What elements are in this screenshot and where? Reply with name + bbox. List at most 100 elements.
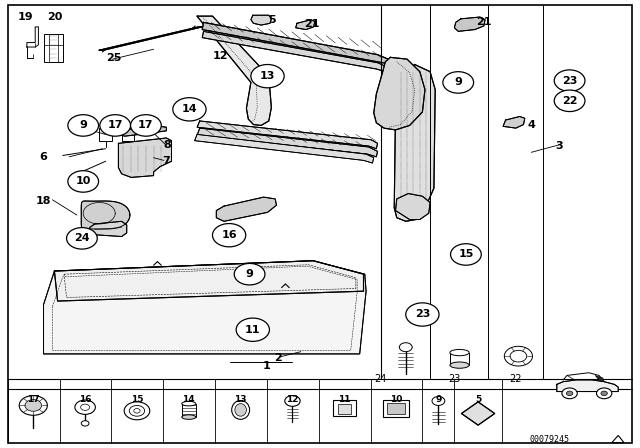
Circle shape: [251, 65, 284, 88]
Text: 10: 10: [390, 395, 403, 404]
Polygon shape: [595, 375, 604, 382]
Text: 20: 20: [47, 12, 62, 22]
Text: 9: 9: [454, 78, 462, 87]
Circle shape: [68, 171, 99, 192]
Text: 16: 16: [79, 395, 92, 404]
Text: 16: 16: [221, 230, 237, 240]
Bar: [338, 404, 351, 414]
Text: 3: 3: [556, 141, 563, 151]
Circle shape: [25, 400, 42, 411]
Text: 17: 17: [138, 121, 154, 130]
Circle shape: [124, 402, 150, 420]
Circle shape: [236, 318, 269, 341]
Bar: [387, 403, 405, 414]
Polygon shape: [118, 138, 172, 177]
Circle shape: [399, 343, 412, 352]
Text: 4: 4: [527, 121, 535, 130]
Text: 23: 23: [562, 76, 577, 86]
Ellipse shape: [450, 362, 469, 368]
Text: 23: 23: [415, 310, 430, 319]
Polygon shape: [197, 128, 378, 157]
Circle shape: [19, 396, 47, 415]
Polygon shape: [90, 221, 127, 237]
Polygon shape: [296, 20, 315, 30]
Circle shape: [451, 244, 481, 265]
Text: 19: 19: [18, 12, 33, 22]
Bar: [44, 34, 63, 62]
Circle shape: [554, 90, 585, 112]
Text: 11: 11: [245, 325, 260, 335]
Circle shape: [285, 396, 300, 406]
Polygon shape: [197, 121, 378, 149]
Text: 17: 17: [27, 395, 40, 404]
Circle shape: [554, 70, 585, 91]
Circle shape: [173, 98, 206, 121]
Text: 22: 22: [562, 96, 577, 106]
Circle shape: [81, 404, 90, 410]
Text: 9: 9: [79, 121, 87, 130]
Circle shape: [504, 346, 532, 366]
Text: 2: 2: [274, 353, 282, 363]
Text: 9: 9: [246, 269, 253, 279]
Ellipse shape: [450, 349, 469, 356]
Text: 6: 6: [40, 152, 47, 162]
Text: 13: 13: [260, 71, 275, 81]
Text: 8: 8: [164, 140, 172, 150]
Bar: [333, 400, 356, 416]
Bar: [383, 400, 409, 417]
Text: 15: 15: [131, 395, 143, 404]
Polygon shape: [503, 116, 525, 128]
Text: 00079245: 00079245: [529, 435, 569, 444]
Ellipse shape: [235, 404, 246, 416]
Bar: [99, 128, 112, 141]
Polygon shape: [202, 22, 392, 65]
Text: 25: 25: [106, 53, 122, 63]
Text: 7: 7: [163, 156, 170, 166]
Polygon shape: [195, 134, 374, 163]
Circle shape: [134, 409, 140, 413]
Polygon shape: [612, 435, 624, 443]
Polygon shape: [374, 57, 425, 130]
Text: 5: 5: [475, 395, 481, 404]
Text: 13: 13: [234, 395, 247, 404]
Circle shape: [67, 228, 97, 249]
Polygon shape: [81, 201, 130, 229]
Text: 5: 5: [268, 15, 276, 25]
Ellipse shape: [232, 401, 250, 419]
Circle shape: [510, 350, 527, 362]
Polygon shape: [557, 380, 618, 392]
Text: 22: 22: [509, 374, 522, 383]
Circle shape: [432, 396, 445, 405]
Text: 21: 21: [476, 17, 492, 27]
Polygon shape: [251, 15, 271, 25]
Text: 14: 14: [182, 104, 197, 114]
Circle shape: [212, 224, 246, 247]
Text: 24: 24: [374, 374, 387, 383]
Text: 24: 24: [74, 233, 90, 243]
Text: 12: 12: [213, 52, 228, 61]
Circle shape: [406, 303, 439, 326]
Circle shape: [81, 421, 89, 426]
Text: 17: 17: [108, 121, 123, 130]
Circle shape: [68, 115, 99, 136]
Polygon shape: [216, 197, 276, 221]
Circle shape: [443, 72, 474, 93]
Text: 10: 10: [76, 177, 91, 186]
Polygon shape: [99, 27, 202, 50]
Polygon shape: [394, 65, 435, 221]
Text: 18: 18: [36, 196, 51, 206]
Bar: [122, 128, 134, 141]
Text: 21: 21: [305, 19, 320, 29]
Polygon shape: [396, 194, 430, 220]
Polygon shape: [44, 261, 366, 354]
Circle shape: [596, 388, 612, 399]
Circle shape: [75, 400, 95, 414]
Polygon shape: [454, 17, 485, 31]
Circle shape: [562, 388, 577, 399]
Circle shape: [100, 115, 131, 136]
Text: 15: 15: [458, 250, 474, 259]
Text: 1: 1: [262, 361, 270, 371]
Text: 12: 12: [286, 395, 299, 404]
Circle shape: [601, 391, 607, 396]
Circle shape: [566, 391, 573, 396]
